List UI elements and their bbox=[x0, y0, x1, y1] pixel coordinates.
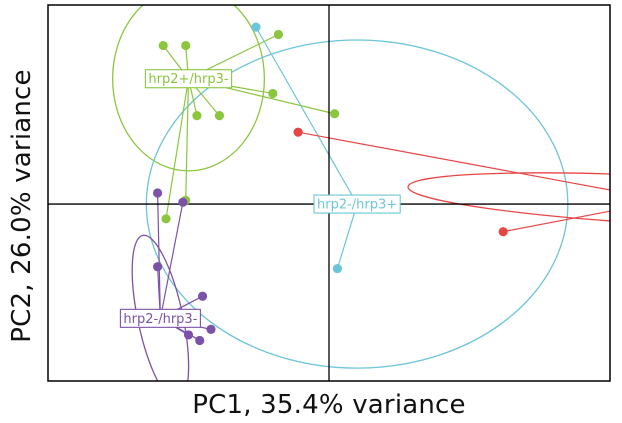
point-hrp2-hrp3- bbox=[330, 109, 339, 118]
point-hrp2-hrp3- bbox=[161, 214, 170, 223]
point-hrp2-hrp3- bbox=[268, 89, 277, 98]
point-hrp2-hrp3- bbox=[293, 128, 302, 137]
spoke-hrp2-hrp3- bbox=[256, 27, 357, 204]
point-hrp2-hrp3- bbox=[192, 111, 201, 120]
point-hrp2-hrp3- bbox=[251, 23, 260, 32]
point-hrp2-hrp3- bbox=[215, 111, 224, 120]
spoke-hrp2-hrp3- bbox=[503, 200, 622, 231]
point-hrp2-hrp3- bbox=[499, 227, 508, 236]
point-hrp2-hrp3- bbox=[153, 262, 162, 271]
x-axis-label: PC1, 35.4% variance bbox=[48, 390, 610, 420]
point-hrp2-hrp3- bbox=[153, 188, 162, 197]
y-axis-label-container: PC2, 26.0% variance bbox=[0, 28, 44, 384]
point-hrp2-hrp3- bbox=[184, 330, 193, 339]
group-label-hrp2-hrp3-: hrp2-/hrp3- bbox=[123, 312, 197, 327]
ellipse-hrp2-hrp3- bbox=[407, 163, 622, 238]
point-hrp2-hrp3- bbox=[195, 336, 204, 345]
point-hrp2-hrp3- bbox=[198, 292, 207, 301]
point-hrp2-hrp3- bbox=[274, 30, 283, 39]
spoke-hrp2-hrp3- bbox=[298, 132, 622, 200]
point-hrp2-hrp3- bbox=[159, 41, 168, 50]
point-hrp2-hrp3- bbox=[333, 264, 342, 273]
point-hrp2-hrp3- bbox=[181, 41, 190, 50]
spoke-hrp2-hrp3- bbox=[337, 204, 357, 269]
point-hrp2-hrp3- bbox=[178, 198, 187, 207]
point-hrp2-hrp3- bbox=[206, 325, 215, 334]
group-label-hrp2-hrp3-: hrp2-/hrp3+ bbox=[317, 198, 397, 213]
group-label-hrp2-hrp3-: hrp2+/hrp3- bbox=[148, 72, 228, 87]
y-axis-label: PC2, 26.0% variance bbox=[7, 69, 37, 343]
